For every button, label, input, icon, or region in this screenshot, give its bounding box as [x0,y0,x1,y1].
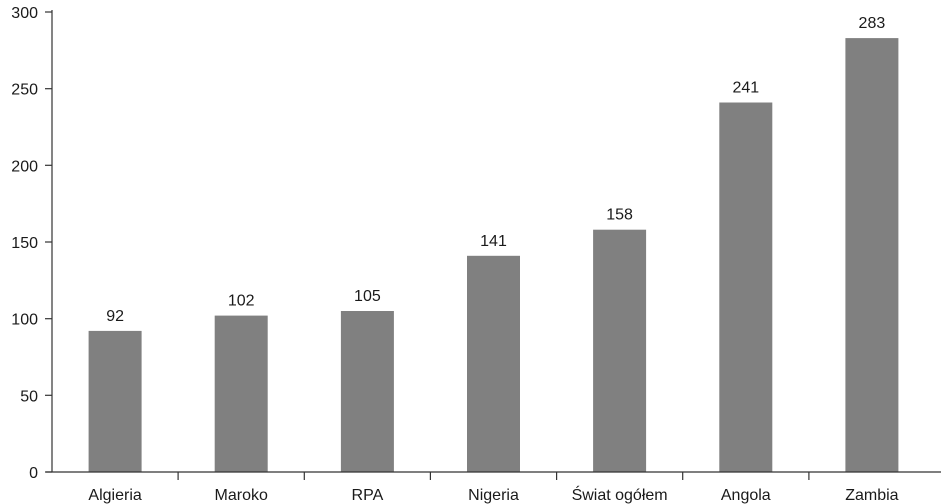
x-tick-label-4: Nigeria [468,487,519,504]
data-labels-layer: 92 102 105 141 158 241 283 [106,15,885,325]
y-tick-label-2: 50 [20,388,38,405]
data-label-3: 105 [354,288,381,305]
data-label-4: 141 [480,233,507,250]
data-label-5: 158 [606,207,633,224]
bar-4 [467,255,520,472]
y-tick-label-6: 250 [11,82,38,99]
bar-3 [340,311,394,472]
y-tick-label-5: 200 [11,158,38,175]
y-tick-label-7: 300 [11,5,38,22]
x-tick-label-6: Angola [721,487,771,504]
bars-layer [88,38,899,472]
data-label-6: 241 [732,80,759,97]
x-tick-label-5: Świat ogółem [572,485,668,504]
data-label-7: 283 [859,15,886,32]
bar-6 [719,102,773,472]
bar-7 [845,38,899,472]
x-tick-label-3: RPA [352,487,384,504]
data-label-2: 102 [228,293,255,310]
bar-2 [214,315,268,472]
y-tick-label-4: 150 [11,235,38,252]
bar-5 [593,229,647,472]
axes-layer: Algieria Maroko RPA Nigeria Świat ogółem Ango… [11,5,941,504]
x-tick-label-7: Zambia [845,487,898,504]
y-tick-label-3: 100 [11,312,38,329]
x-tick-label-1: Algieria [88,487,141,504]
data-label-1: 92 [106,308,124,325]
y-tick-label-1: 0 [29,465,38,482]
bar-1 [88,330,142,472]
x-tick-label-2: Maroko [215,487,268,504]
